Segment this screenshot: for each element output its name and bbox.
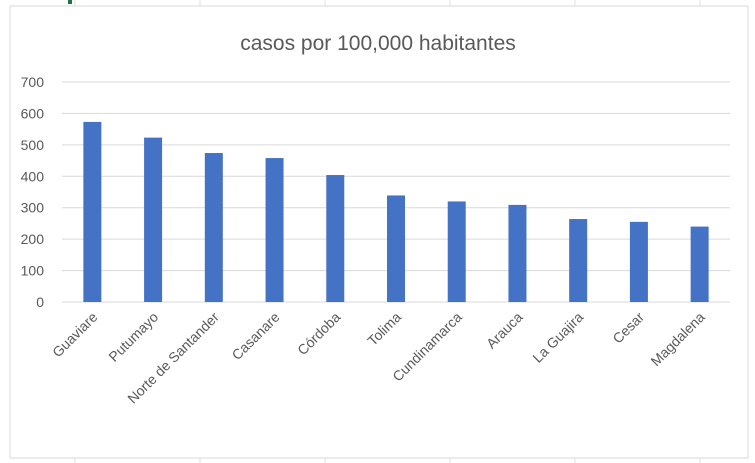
bar[interactable] xyxy=(569,219,588,302)
y-tick-label: 400 xyxy=(21,168,45,184)
bar[interactable] xyxy=(326,175,345,302)
y-tick-label: 200 xyxy=(21,231,45,247)
bar[interactable] xyxy=(265,158,284,302)
bar[interactable] xyxy=(508,204,527,302)
bar[interactable] xyxy=(83,121,102,303)
y-tick-label: 500 xyxy=(21,137,45,153)
y-tick-label: 0 xyxy=(36,294,44,310)
y-tick-label: 600 xyxy=(21,105,45,121)
chart-title: casos por 100,000 habitantes xyxy=(240,32,516,55)
bar[interactable] xyxy=(447,201,466,302)
bar[interactable] xyxy=(204,153,223,302)
y-tick-label: 700 xyxy=(21,74,45,90)
bar[interactable] xyxy=(144,137,163,302)
y-tick-label: 300 xyxy=(21,200,45,216)
bar[interactable] xyxy=(387,195,405,302)
y-tick-label: 100 xyxy=(21,263,45,279)
bar[interactable] xyxy=(629,221,648,302)
chart-area[interactable] xyxy=(9,5,749,459)
bar[interactable] xyxy=(690,226,709,302)
